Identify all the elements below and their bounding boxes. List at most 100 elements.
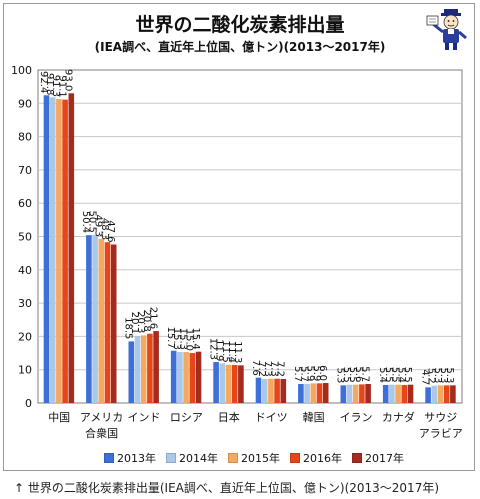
- y-tick-label: 40: [18, 264, 32, 277]
- data-label: 93.0: [63, 69, 74, 91]
- category-label: アメリカ: [80, 411, 123, 424]
- data-label: 5.7: [292, 366, 303, 382]
- bar: [437, 385, 444, 403]
- data-label: 21.6: [147, 307, 158, 329]
- y-tick-label: 20: [18, 330, 32, 343]
- data-label: 11.4: [226, 341, 237, 363]
- bar: [195, 351, 202, 403]
- bar: [316, 383, 323, 403]
- data-label: 20.1: [129, 312, 140, 334]
- bar: [104, 242, 111, 403]
- bar: [134, 336, 141, 403]
- data-label: 50.4: [80, 211, 91, 233]
- data-label: 5.3: [335, 367, 346, 383]
- bar: [431, 385, 438, 403]
- data-label: 5.4: [377, 367, 388, 383]
- data-label: 7.3: [268, 361, 279, 377]
- bar: [365, 384, 371, 403]
- legend-label: 2016年: [303, 452, 342, 465]
- mascot-icon: [426, 9, 467, 50]
- data-label: 15.3: [171, 328, 182, 350]
- bar: [425, 387, 431, 403]
- legend-swatch: [352, 453, 362, 463]
- legend-item: 2017年: [352, 450, 404, 466]
- legend-label: 2015年: [241, 452, 280, 465]
- bar: [225, 364, 232, 403]
- category-label: 合衆国: [85, 426, 118, 440]
- y-tick-label: 10: [18, 364, 32, 377]
- legend-swatch: [166, 453, 176, 463]
- bar: [359, 384, 365, 403]
- bar: [231, 365, 238, 403]
- bar: [62, 99, 68, 404]
- bar: [98, 238, 105, 403]
- category-label: イラン: [340, 411, 373, 424]
- legend-label: 2014年: [179, 452, 218, 465]
- bar: [177, 352, 183, 403]
- data-label: 5.5: [402, 367, 413, 383]
- category-label: アラビア: [419, 427, 463, 440]
- bar: [147, 333, 153, 403]
- data-label: 5.7: [298, 366, 309, 382]
- data-label: 7.6: [250, 360, 261, 376]
- data-label: 5.5: [383, 367, 394, 383]
- data-label: 5.5: [341, 367, 352, 383]
- legend-item: 2013年: [104, 450, 156, 466]
- data-label: 91.3: [50, 75, 61, 97]
- bar: [128, 341, 135, 403]
- data-label: 5.6: [353, 366, 364, 382]
- data-label: 7.3: [262, 361, 273, 377]
- category-label: カナダ: [382, 410, 415, 424]
- y-tick-label: 90: [18, 97, 32, 110]
- data-label: 92.4: [38, 71, 49, 93]
- y-tick-label: 0: [25, 397, 32, 410]
- bar: [213, 362, 219, 403]
- data-label: 5.7: [359, 366, 370, 382]
- data-label: 18.5: [123, 317, 134, 339]
- data-label: 4.7: [419, 369, 430, 385]
- data-label: 20.8: [141, 309, 152, 331]
- data-label: 11.3: [232, 341, 243, 363]
- data-label: 15.3: [177, 328, 188, 350]
- y-tick-label: 50: [18, 231, 32, 244]
- legend-item: 2015年: [228, 450, 280, 466]
- figure-caption: ↑ 世界の二酸化炭素排出量(IEA調べ、直近年上位国、億トン)(2013〜201…: [14, 481, 440, 495]
- y-tick-label: 30: [18, 297, 32, 310]
- bar: [304, 384, 310, 403]
- bar: [86, 235, 92, 403]
- bar: [407, 384, 414, 403]
- data-label: 5.3: [438, 367, 449, 383]
- bar: [322, 383, 329, 403]
- data-label: 20.3: [135, 311, 146, 333]
- legend-swatch: [290, 453, 300, 463]
- bar: [219, 363, 226, 403]
- data-label: 5.9: [305, 365, 316, 381]
- bar: [346, 384, 353, 403]
- data-label: 49.3: [93, 215, 104, 237]
- chart-subtitle: (IEA調べ、直近年上位国、億トン)(2013〜2017年): [94, 40, 386, 54]
- bar: [153, 331, 159, 403]
- data-label: 5.9: [311, 365, 322, 381]
- data-label: 15.4: [190, 327, 201, 349]
- legend-swatch: [104, 453, 114, 463]
- bar: [389, 384, 395, 403]
- data-label: 15.0: [184, 329, 195, 351]
- bar: [382, 385, 389, 403]
- bar: [56, 98, 62, 403]
- data-label: 50.5: [86, 211, 97, 233]
- category-label: サウジ: [424, 411, 457, 424]
- category-label: 日本: [218, 410, 240, 424]
- y-tick-label: 70: [18, 164, 32, 177]
- data-label: 5.4: [396, 367, 407, 383]
- bar: [274, 378, 280, 403]
- bar: [140, 335, 147, 403]
- bar: [401, 385, 408, 403]
- chart-legend: 2013年 2014年 2015年 2016年 2017年: [104, 450, 404, 466]
- legend-item: 2016年: [290, 450, 342, 466]
- bar: [280, 379, 287, 403]
- data-label: 5.3: [432, 367, 443, 383]
- bar: [268, 378, 274, 403]
- bar: [352, 384, 359, 403]
- category-label: 韓国: [303, 411, 325, 424]
